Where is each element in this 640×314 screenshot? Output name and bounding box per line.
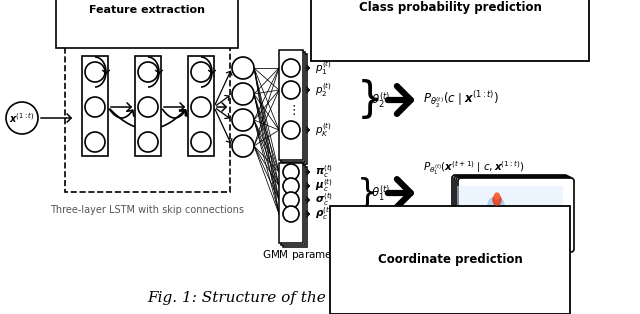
Circle shape bbox=[191, 132, 211, 152]
Circle shape bbox=[138, 97, 158, 117]
Text: Three-layer LSTM with skip connections: Three-layer LSTM with skip connections bbox=[50, 205, 244, 215]
Circle shape bbox=[6, 102, 38, 134]
Circle shape bbox=[232, 57, 254, 79]
Circle shape bbox=[232, 109, 254, 131]
Ellipse shape bbox=[510, 224, 530, 232]
Text: $\boldsymbol{\sigma}_c^{(t)}$: $\boldsymbol{\sigma}_c^{(t)}$ bbox=[315, 192, 333, 208]
Text: Class probability prediction: Class probability prediction bbox=[358, 1, 541, 14]
Circle shape bbox=[138, 62, 158, 82]
Text: $p_2^{(t)}$: $p_2^{(t)}$ bbox=[315, 81, 332, 99]
Circle shape bbox=[283, 206, 299, 222]
Text: $p_K^{(t)}$: $p_K^{(t)}$ bbox=[315, 121, 332, 139]
Bar bbox=[65, 42, 230, 192]
Text: $\boldsymbol{x}^{(1:t)}$: $\boldsymbol{x}^{(1:t)}$ bbox=[9, 111, 35, 125]
Text: $\theta_1^{(t)}$: $\theta_1^{(t)}$ bbox=[371, 183, 390, 203]
Circle shape bbox=[232, 135, 254, 157]
Text: $P_{\theta_2^{(t)}}(c \mid \boldsymbol{x}^{(1:t)})$: $P_{\theta_2^{(t)}}(c \mid \boldsymbol{x… bbox=[423, 90, 499, 110]
Bar bbox=[279, 50, 303, 160]
Text: Fig. 1: Structure of the proposed CGP model: Fig. 1: Structure of the proposed CGP mo… bbox=[147, 291, 493, 305]
Ellipse shape bbox=[484, 210, 508, 220]
Bar bbox=[283, 167, 307, 247]
FancyBboxPatch shape bbox=[452, 175, 568, 249]
Bar bbox=[281, 165, 305, 245]
FancyBboxPatch shape bbox=[456, 177, 572, 251]
Bar bbox=[279, 163, 303, 243]
Ellipse shape bbox=[495, 193, 499, 199]
FancyBboxPatch shape bbox=[454, 176, 570, 250]
Text: GMM parameters for each class $c$: GMM parameters for each class $c$ bbox=[262, 248, 438, 262]
Text: $\boldsymbol{\pi}_c^{(t)}$: $\boldsymbol{\pi}_c^{(t)}$ bbox=[315, 164, 333, 181]
Circle shape bbox=[232, 83, 254, 105]
Circle shape bbox=[191, 97, 211, 117]
Text: }: } bbox=[357, 176, 378, 209]
Bar bbox=[135, 56, 161, 156]
Text: Coordinate prediction: Coordinate prediction bbox=[378, 253, 522, 267]
Text: $\vdots$: $\vdots$ bbox=[287, 103, 296, 117]
Bar bbox=[283, 54, 307, 164]
Circle shape bbox=[85, 132, 105, 152]
Text: $P_{\theta_1^{(t)}}(\boldsymbol{x}^{(t+1)} \mid c,\boldsymbol{x}^{(1:t)})$: $P_{\theta_1^{(t)}}(\boldsymbol{x}^{(t+1… bbox=[423, 159, 525, 177]
Text: $\boldsymbol{\mu}_c^{(t)}$: $\boldsymbol{\mu}_c^{(t)}$ bbox=[315, 178, 333, 194]
Circle shape bbox=[282, 81, 300, 99]
Bar bbox=[82, 56, 108, 156]
Circle shape bbox=[283, 164, 299, 180]
FancyBboxPatch shape bbox=[458, 178, 574, 252]
Circle shape bbox=[283, 178, 299, 194]
FancyBboxPatch shape bbox=[457, 186, 563, 244]
Circle shape bbox=[138, 132, 158, 152]
Circle shape bbox=[282, 121, 300, 139]
Circle shape bbox=[282, 59, 300, 77]
Circle shape bbox=[85, 97, 105, 117]
Text: $\boldsymbol{\rho}_c^{(t)}$: $\boldsymbol{\rho}_c^{(t)}$ bbox=[315, 206, 332, 222]
Text: Feature extraction: Feature extraction bbox=[89, 5, 205, 15]
Text: $p_1^{(t)}$: $p_1^{(t)}$ bbox=[315, 59, 332, 77]
Bar bbox=[188, 56, 214, 156]
Circle shape bbox=[283, 192, 299, 208]
Ellipse shape bbox=[468, 225, 484, 231]
Ellipse shape bbox=[488, 197, 504, 213]
Ellipse shape bbox=[493, 195, 501, 205]
Circle shape bbox=[85, 62, 105, 82]
Text: }: } bbox=[357, 79, 383, 121]
Text: $\theta_2^{(t)}$: $\theta_2^{(t)}$ bbox=[371, 90, 390, 110]
Ellipse shape bbox=[514, 214, 526, 226]
Bar bbox=[281, 52, 305, 162]
Circle shape bbox=[191, 62, 211, 82]
